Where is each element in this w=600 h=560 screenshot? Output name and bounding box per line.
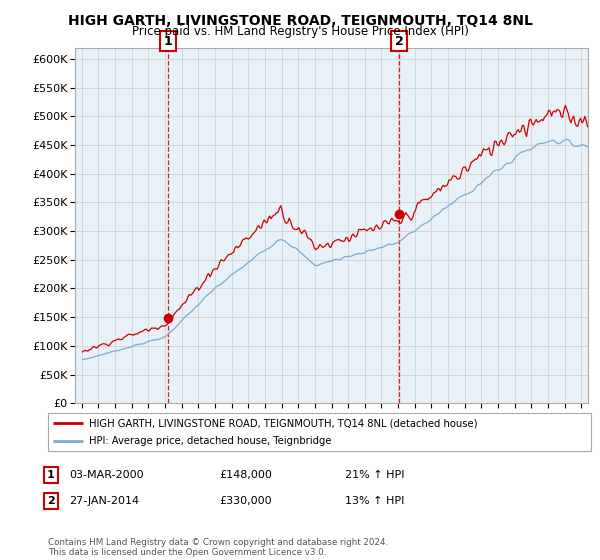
Text: 2: 2 <box>47 496 55 506</box>
Text: £330,000: £330,000 <box>219 496 272 506</box>
Text: 13% ↑ HPI: 13% ↑ HPI <box>345 496 404 506</box>
Text: Price paid vs. HM Land Registry's House Price Index (HPI): Price paid vs. HM Land Registry's House … <box>131 25 469 38</box>
Text: £148,000: £148,000 <box>219 470 272 480</box>
Text: 1: 1 <box>163 35 172 48</box>
Text: HPI: Average price, detached house, Teignbridge: HPI: Average price, detached house, Teig… <box>89 436 331 446</box>
Text: 03-MAR-2000: 03-MAR-2000 <box>69 470 143 480</box>
Text: 1: 1 <box>47 470 55 480</box>
Text: 2: 2 <box>395 35 404 48</box>
Text: Contains HM Land Registry data © Crown copyright and database right 2024.
This d: Contains HM Land Registry data © Crown c… <box>48 538 388 557</box>
Text: HIGH GARTH, LIVINGSTONE ROAD, TEIGNMOUTH, TQ14 8NL: HIGH GARTH, LIVINGSTONE ROAD, TEIGNMOUTH… <box>68 14 532 28</box>
Text: 27-JAN-2014: 27-JAN-2014 <box>69 496 139 506</box>
Text: 21% ↑ HPI: 21% ↑ HPI <box>345 470 404 480</box>
Text: HIGH GARTH, LIVINGSTONE ROAD, TEIGNMOUTH, TQ14 8NL (detached house): HIGH GARTH, LIVINGSTONE ROAD, TEIGNMOUTH… <box>89 418 477 428</box>
